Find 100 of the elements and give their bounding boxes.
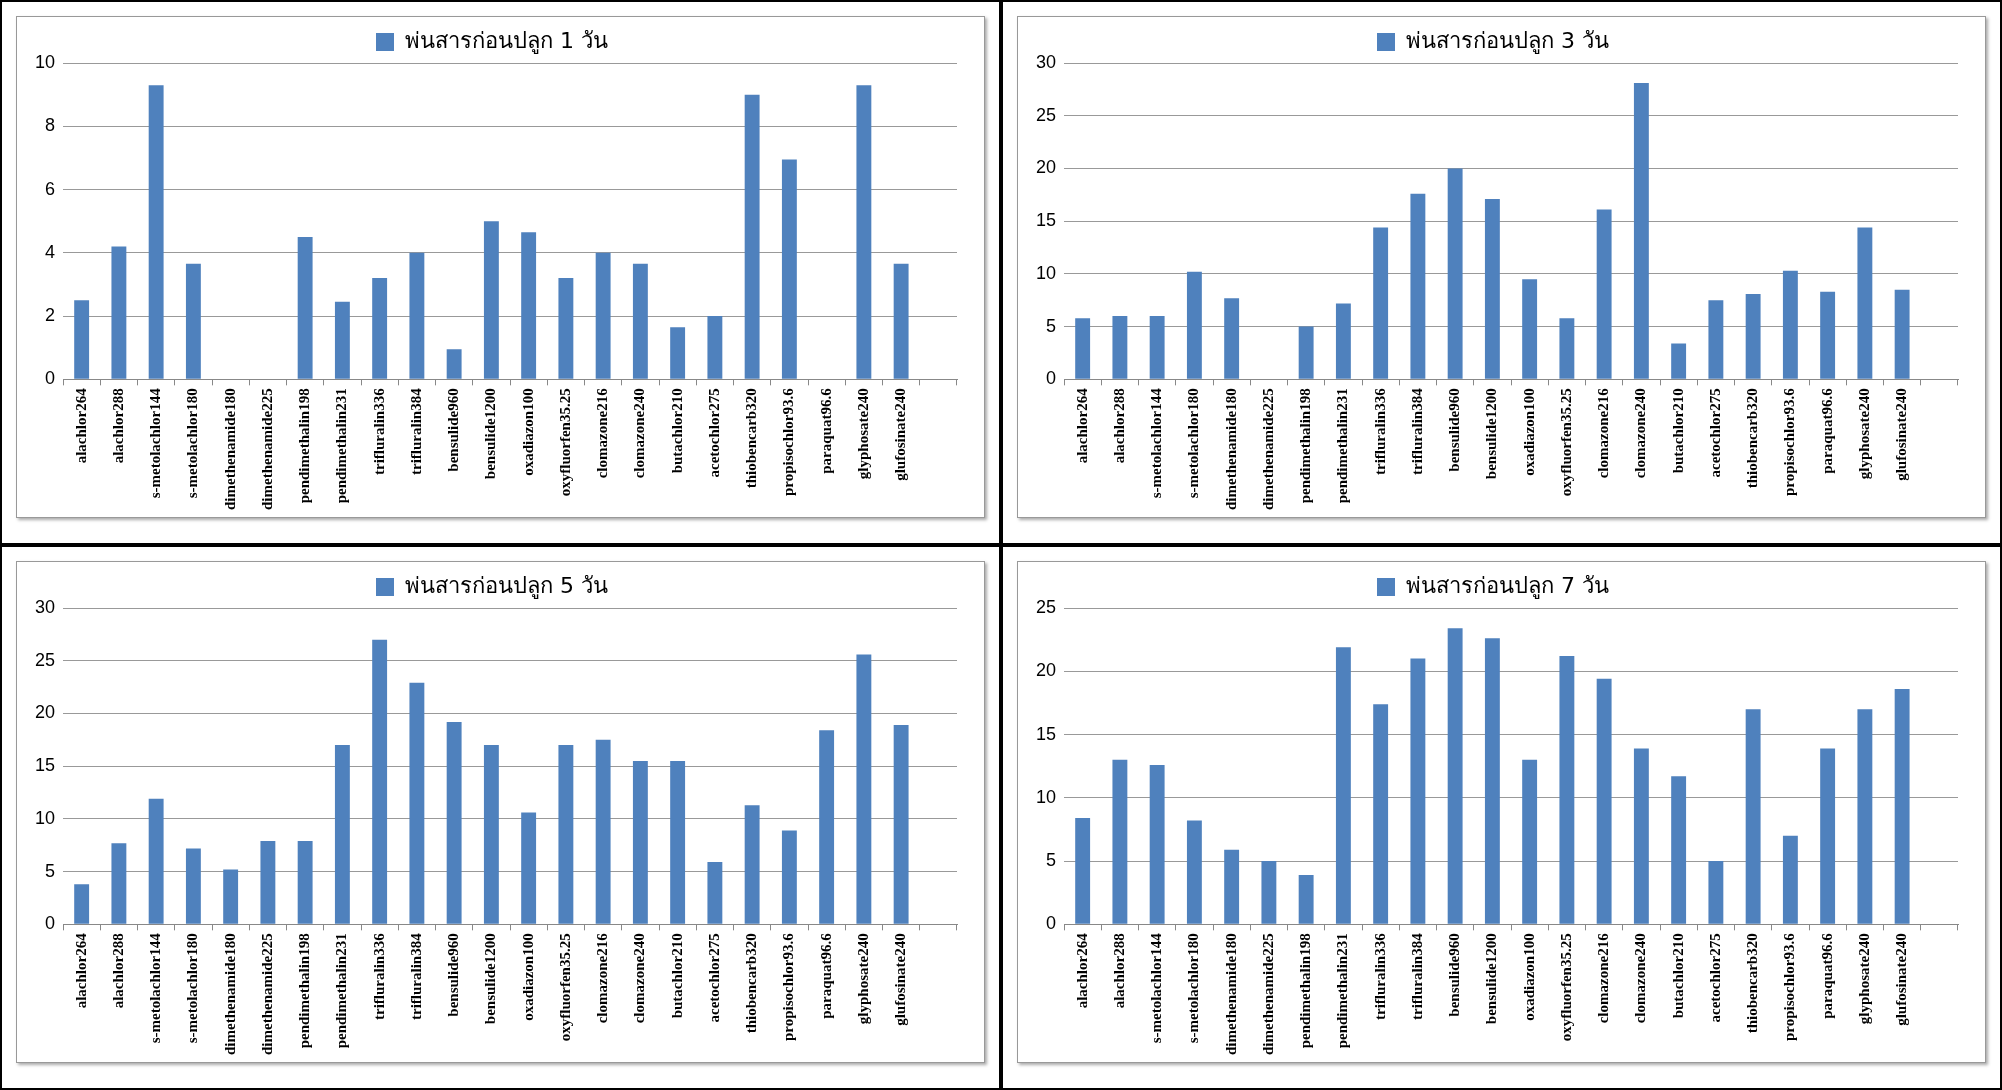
x-tick-label: trifluralin336 bbox=[1371, 387, 1388, 476]
bar bbox=[893, 263, 909, 379]
x-tick-label: thiobencarb320 bbox=[743, 933, 759, 1034]
x-tick-label: dimethenamide180 bbox=[1222, 388, 1239, 511]
x-tick-label: glufosinate240 bbox=[892, 933, 908, 1026]
x-tick-label: clomazone216 bbox=[1595, 387, 1612, 479]
x-tick-label: s-metolachlor144 bbox=[147, 387, 164, 499]
bar bbox=[1112, 759, 1128, 924]
x-tick-label: oxadiazon100 bbox=[519, 933, 536, 1021]
legend-label: พ่นสารก่อนปลูก 5 วัน bbox=[405, 572, 608, 599]
bar bbox=[856, 85, 872, 379]
bar bbox=[1224, 849, 1240, 924]
x-tick-label: propisochlor93.6 bbox=[1781, 932, 1798, 1041]
bar bbox=[1373, 704, 1389, 924]
bar bbox=[1671, 776, 1687, 924]
bar bbox=[1335, 303, 1351, 379]
x-tick-label: trifluralin336 bbox=[370, 932, 387, 1021]
bar bbox=[1373, 227, 1389, 379]
bar bbox=[558, 745, 574, 924]
y-tick-label: 8 bbox=[45, 115, 56, 136]
x-tick-label: clomazone216 bbox=[1595, 932, 1612, 1024]
y-tick-label: 0 bbox=[1046, 368, 1057, 389]
x-tick-label: glyphosate240 bbox=[854, 388, 871, 480]
x-tick-label: oxadiazon100 bbox=[1520, 933, 1537, 1021]
x-tick-label: clomazone240 bbox=[1632, 388, 1649, 479]
bar bbox=[744, 805, 760, 924]
x-tick-label: oxyfluorfen35.25 bbox=[556, 388, 573, 497]
x-tick-label: thiobencarb320 bbox=[1744, 933, 1760, 1034]
x-tick-label: oxadiazon100 bbox=[1520, 388, 1537, 476]
x-tick-label: alachlor288 bbox=[109, 388, 126, 464]
bar bbox=[1075, 318, 1091, 379]
bar bbox=[1596, 209, 1612, 379]
bar bbox=[781, 830, 797, 924]
y-tick-label: 20 bbox=[1035, 660, 1057, 681]
x-tick-label: glufosinate240 bbox=[892, 388, 908, 481]
bar bbox=[372, 278, 388, 379]
y-tick-label: 5 bbox=[1046, 850, 1057, 871]
x-tick-label: s-metolachlor180 bbox=[184, 933, 201, 1044]
bar bbox=[1410, 193, 1426, 379]
y-tick-label: 0 bbox=[45, 913, 56, 934]
bar bbox=[744, 94, 760, 379]
x-tick-label: bensulide1200 bbox=[1483, 388, 1500, 480]
x-tick-label: alachlor264 bbox=[1073, 387, 1090, 464]
x-tick-label: trifluralin384 bbox=[1408, 932, 1425, 1021]
x-tick-label: s-metolachlor144 bbox=[147, 932, 164, 1044]
x-tick-label: s-metolachlor180 bbox=[184, 388, 201, 499]
bar bbox=[558, 278, 574, 379]
bar bbox=[1745, 709, 1761, 924]
bar bbox=[334, 301, 350, 379]
x-tick-label: butachlor210 bbox=[1669, 933, 1686, 1019]
bar bbox=[483, 221, 499, 379]
x-tick-label: acetochlor275 bbox=[705, 388, 722, 478]
x-tick-label: glyphosate240 bbox=[1855, 388, 1872, 480]
bar bbox=[1633, 83, 1649, 379]
bar bbox=[1335, 647, 1351, 924]
x-tick-label: bensulide960 bbox=[1446, 933, 1463, 1017]
bar bbox=[781, 159, 797, 379]
bar bbox=[1149, 764, 1165, 924]
y-tick-label: 25 bbox=[1035, 104, 1057, 125]
x-tick-label: trifluralin336 bbox=[370, 387, 387, 476]
y-tick-label: 20 bbox=[34, 702, 56, 723]
x-tick-label: pendimethalin231 bbox=[333, 933, 350, 1049]
bar bbox=[185, 263, 201, 379]
bar bbox=[409, 252, 425, 379]
bar bbox=[260, 841, 276, 924]
y-tick-label: 10 bbox=[34, 51, 56, 72]
y-tick-label: 5 bbox=[45, 860, 56, 881]
bar bbox=[632, 760, 648, 924]
y-tick-label: 30 bbox=[34, 596, 56, 617]
bar bbox=[1298, 874, 1314, 924]
x-tick-label: glyphosate240 bbox=[854, 933, 871, 1025]
x-tick-label: alachlor288 bbox=[1110, 388, 1127, 464]
y-tick-label: 0 bbox=[45, 368, 56, 389]
x-tick-label: oxyfluorfen35.25 bbox=[556, 933, 573, 1042]
x-tick-label: paraquat96.6 bbox=[1818, 932, 1835, 1019]
x-tick-label: glufosinate240 bbox=[1893, 933, 1909, 1026]
bar bbox=[1857, 227, 1873, 379]
x-tick-label: alachlor288 bbox=[109, 933, 126, 1009]
bar bbox=[893, 725, 909, 924]
bar bbox=[1857, 709, 1873, 924]
x-tick-label: bensulide960 bbox=[445, 388, 462, 472]
bar bbox=[1522, 279, 1538, 379]
x-tick-label: clomazone240 bbox=[631, 933, 648, 1024]
y-tick-label: 25 bbox=[34, 649, 56, 670]
bar bbox=[595, 252, 611, 379]
x-tick-label: dimethenamide180 bbox=[221, 388, 238, 511]
x-tick-label: clomazone240 bbox=[631, 388, 648, 479]
x-tick-label: propisochlor93.6 bbox=[780, 387, 797, 496]
legend-label: พ่นสารก่อนปลูก 3 วัน bbox=[1406, 27, 1609, 54]
x-tick-label: dimethenamide225 bbox=[1259, 933, 1276, 1056]
x-tick-label: bensulide1200 bbox=[482, 388, 499, 480]
y-tick-label: 30 bbox=[1035, 51, 1057, 72]
legend-label: พ่นสารก่อนปลูก 1 วัน bbox=[405, 27, 608, 54]
bar bbox=[1149, 316, 1165, 379]
x-tick-label: pendimethalin231 bbox=[333, 388, 350, 504]
bar bbox=[446, 721, 462, 924]
y-tick-label: 20 bbox=[1035, 157, 1057, 178]
bar bbox=[670, 760, 686, 924]
x-tick-label: butachlor210 bbox=[668, 933, 685, 1019]
bar bbox=[1112, 316, 1128, 379]
